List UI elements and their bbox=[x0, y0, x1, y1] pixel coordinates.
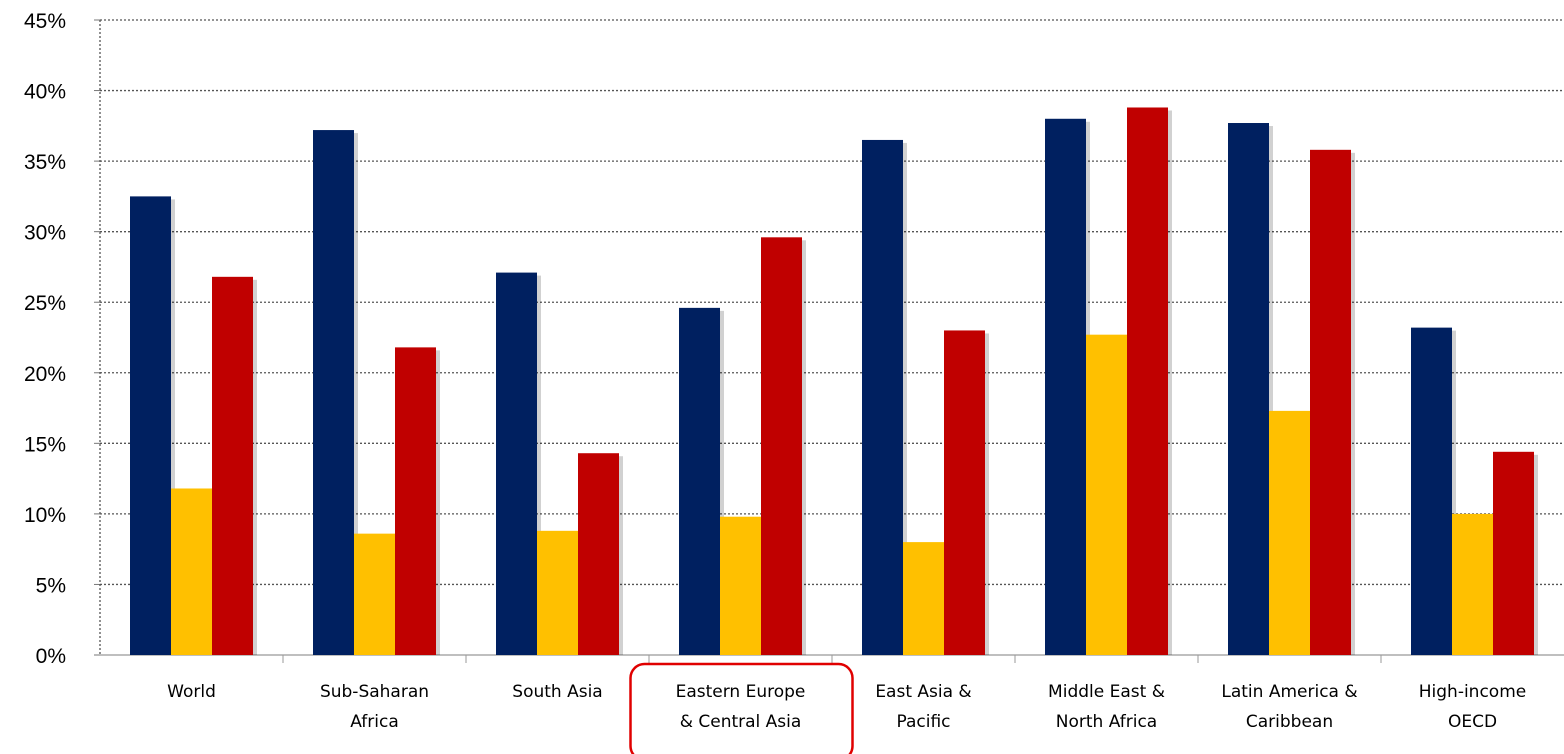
category-label: Sub-Saharan Africa bbox=[320, 682, 429, 732]
bar bbox=[1310, 149, 1351, 656]
bar bbox=[761, 237, 802, 656]
category-label: East Asia & Pacific bbox=[875, 682, 971, 732]
bar bbox=[1493, 451, 1534, 655]
category-label: Latin America & Caribbean bbox=[1221, 682, 1357, 732]
y-tick-label: 5% bbox=[36, 574, 66, 597]
bars bbox=[130, 107, 1538, 656]
bar bbox=[537, 530, 578, 655]
bar bbox=[679, 307, 720, 655]
bar bbox=[903, 542, 944, 655]
category-label: World bbox=[167, 682, 216, 702]
y-tick-label: 15% bbox=[24, 433, 66, 456]
bar bbox=[354, 533, 395, 655]
bar bbox=[862, 139, 903, 655]
bar bbox=[313, 130, 354, 656]
y-tick-label: 35% bbox=[24, 151, 66, 174]
category-label: Eastern Europe & Central Asia bbox=[676, 682, 806, 732]
bar bbox=[720, 516, 761, 655]
highlight-box bbox=[629, 662, 854, 754]
y-tick-label: 0% bbox=[36, 645, 66, 668]
bar bbox=[1269, 410, 1310, 655]
y-tick-label: 45% bbox=[24, 10, 66, 33]
y-tick-label: 10% bbox=[24, 504, 66, 527]
bar bbox=[496, 272, 537, 655]
bar bbox=[1045, 118, 1086, 656]
bar bbox=[1086, 334, 1127, 655]
bar bbox=[944, 330, 985, 655]
bar bbox=[130, 196, 171, 655]
bar bbox=[1228, 123, 1269, 655]
bar bbox=[1452, 513, 1493, 655]
bar bbox=[1411, 327, 1452, 655]
y-tick-label: 40% bbox=[24, 81, 66, 104]
bar bbox=[395, 347, 436, 655]
bar bbox=[1127, 107, 1168, 655]
category-label: Middle East & North Africa bbox=[1048, 682, 1165, 732]
bar bbox=[212, 276, 253, 655]
category-label: South Asia bbox=[512, 682, 602, 702]
bar bbox=[171, 488, 212, 655]
category-label: High-income OECD bbox=[1419, 682, 1526, 732]
y-tick-label: 30% bbox=[24, 222, 66, 245]
labels: 0% 5% 10% 15% 20% 25% 30% 35% 40% 45% World Sub-Sah… bbox=[24, 10, 1526, 754]
y-tick-label: 20% bbox=[24, 363, 66, 386]
y-tick-label: 25% bbox=[24, 292, 66, 315]
bar bbox=[578, 453, 619, 655]
